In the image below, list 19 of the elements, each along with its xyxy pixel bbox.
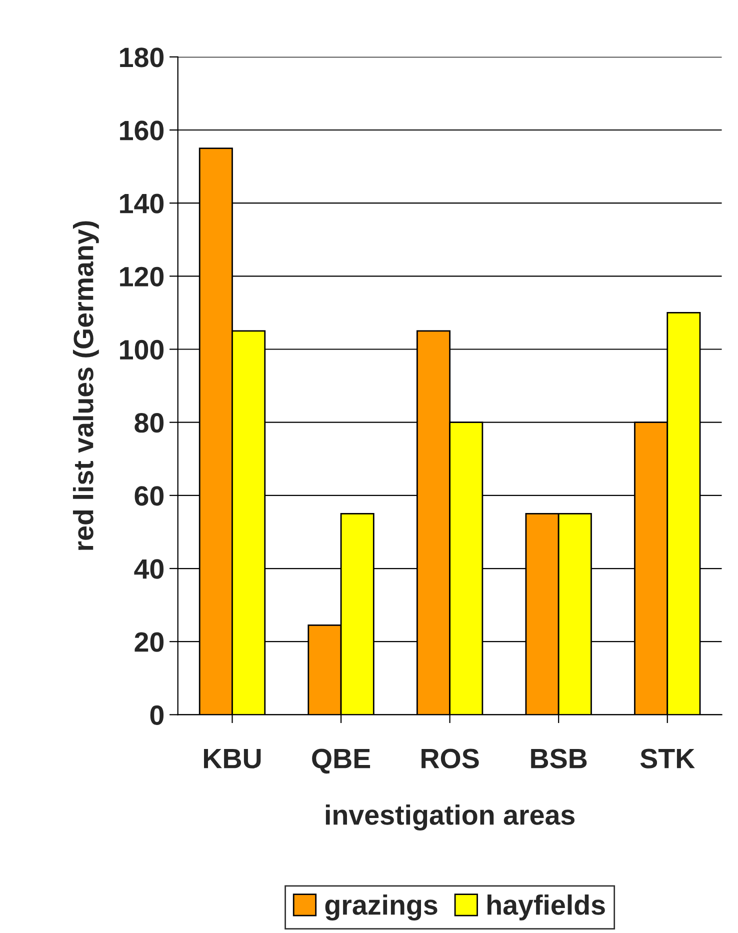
y-tick-label: 0	[150, 705, 164, 726]
y-tick-label: 20	[134, 632, 164, 652]
y-tick-label: 120	[120, 266, 164, 287]
y-tick-label: 100	[120, 340, 164, 360]
y-tick-label: 80	[134, 413, 164, 433]
y-tick-label: 140	[120, 194, 164, 214]
y-tick-label: 60	[134, 486, 164, 506]
x-tick-label: ROS	[422, 748, 479, 768]
x-tick-label: QBE	[312, 748, 370, 774]
x-tick-label: STK	[640, 748, 695, 768]
y-tick-label: 180	[120, 48, 164, 68]
x-tick-label: KBU	[204, 749, 261, 768]
legend-label: grazings	[325, 894, 438, 920]
y-tick-label: 40	[134, 559, 164, 579]
x-axis-title: investigation areas	[326, 804, 575, 830]
y-axis-title: red list values (Germany)	[72, 221, 99, 550]
legend-label: hayfields	[488, 894, 605, 920]
y-tick-label: 160	[120, 120, 164, 140]
x-tick-label: BSB	[531, 748, 587, 768]
